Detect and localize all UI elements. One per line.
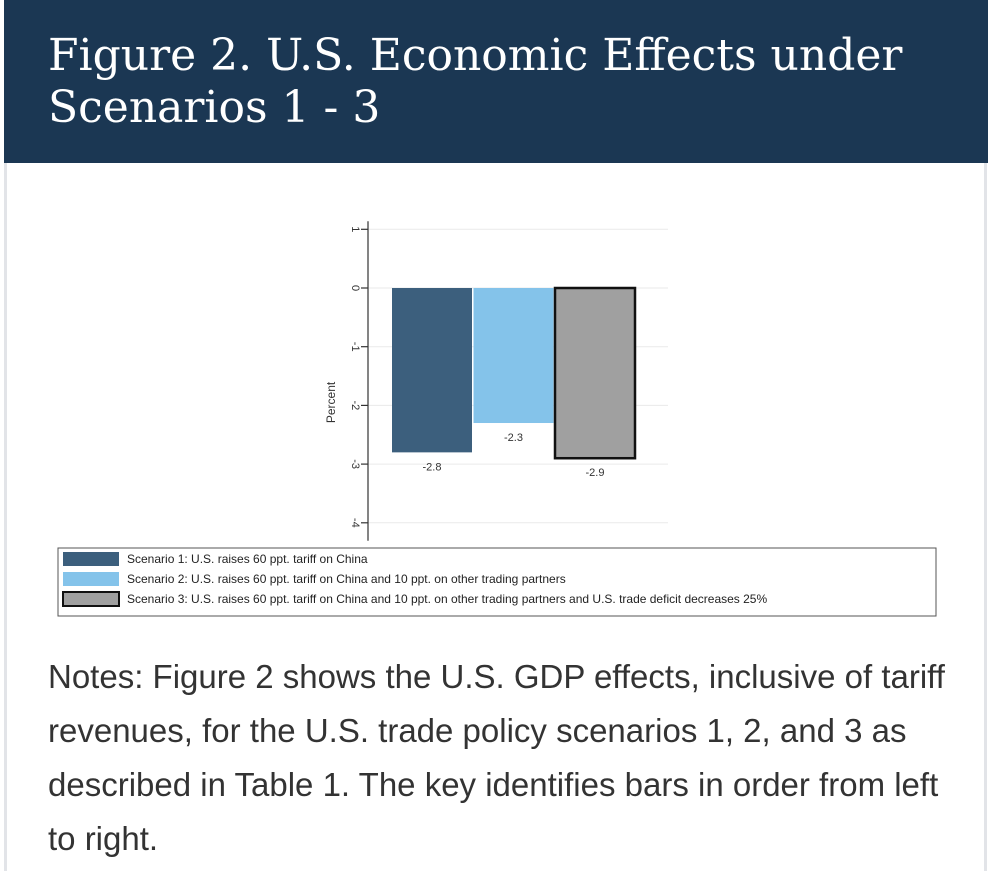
y-tick-label: -4	[349, 518, 361, 528]
label-layer: -2.8 -2.3 -2.9	[423, 432, 605, 479]
legend-label-1: Scenario 1: U.S. raises 60 ppt. tariff o…	[127, 552, 368, 566]
bar-layer	[392, 286, 637, 460]
legend-label-3: Scenario 3: U.S. raises 60 ppt. tariff o…	[127, 592, 767, 606]
frame-border-right	[984, 163, 987, 871]
y-tick-label: -1	[349, 342, 361, 352]
legend-swatch-2	[63, 572, 119, 586]
figure-title: Figure 2. U.S. Economic Effects under Sc…	[48, 30, 903, 133]
bar-scenario-1	[392, 288, 472, 453]
y-tick-label: 0	[349, 285, 361, 291]
legend-label-2: Scenario 2: U.S. raises 60 ppt. tariff o…	[127, 572, 566, 586]
frame-border-left	[4, 163, 7, 871]
y-tick-label: -3	[349, 459, 361, 469]
header-banner: Figure 2. U.S. Economic Effects under Sc…	[4, 0, 988, 163]
legend-swatch-1	[63, 552, 119, 566]
bar-scenario-2	[473, 288, 554, 424]
legend-swatch-3	[62, 591, 120, 607]
figure-notes: Notes: Figure 2 shows the U.S. GDP effec…	[48, 658, 945, 857]
axis-layer: 1 0 -1 -2 -3 -4 Percent	[324, 221, 369, 541]
bar-value-label-3: -2.9	[586, 467, 605, 479]
bar-scenario-3	[553, 286, 637, 460]
legend-layer: Scenario 1: U.S. raises 60 ppt. tariff o…	[57, 547, 937, 617]
bar-value-label-1: -2.8	[423, 461, 442, 473]
y-tick-label: 1	[349, 226, 361, 232]
bar-value-label-2: -2.3	[504, 432, 523, 444]
y-axis-title: Percent	[324, 381, 338, 423]
y-tick-label: -2	[349, 401, 361, 411]
legend-box	[57, 547, 937, 617]
